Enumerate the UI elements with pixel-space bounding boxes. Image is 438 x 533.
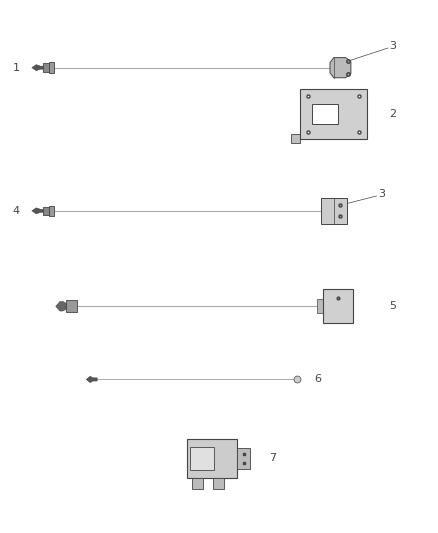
FancyBboxPatch shape (300, 89, 367, 139)
Bar (43, 63, 49, 72)
Bar (43, 207, 49, 215)
Bar (66, 301, 77, 312)
FancyBboxPatch shape (321, 198, 346, 223)
Text: 4: 4 (13, 206, 20, 216)
Text: 5: 5 (390, 301, 396, 311)
Bar (237, 448, 250, 469)
Polygon shape (32, 64, 43, 71)
Bar (318, 300, 322, 313)
Polygon shape (291, 134, 300, 143)
FancyBboxPatch shape (322, 289, 353, 324)
Bar (213, 478, 224, 489)
Bar (192, 478, 203, 489)
Bar (312, 104, 338, 124)
Text: 6: 6 (315, 375, 322, 384)
FancyBboxPatch shape (187, 439, 237, 478)
Bar (49, 62, 53, 73)
Polygon shape (32, 208, 43, 214)
Polygon shape (86, 376, 97, 383)
Text: 3: 3 (378, 189, 385, 199)
Polygon shape (330, 58, 351, 78)
Polygon shape (56, 302, 66, 311)
Text: 7: 7 (269, 454, 276, 463)
Bar (49, 206, 53, 216)
Text: 1: 1 (13, 63, 20, 72)
FancyBboxPatch shape (191, 447, 215, 470)
Text: 2: 2 (390, 109, 397, 119)
Text: 3: 3 (390, 42, 396, 52)
